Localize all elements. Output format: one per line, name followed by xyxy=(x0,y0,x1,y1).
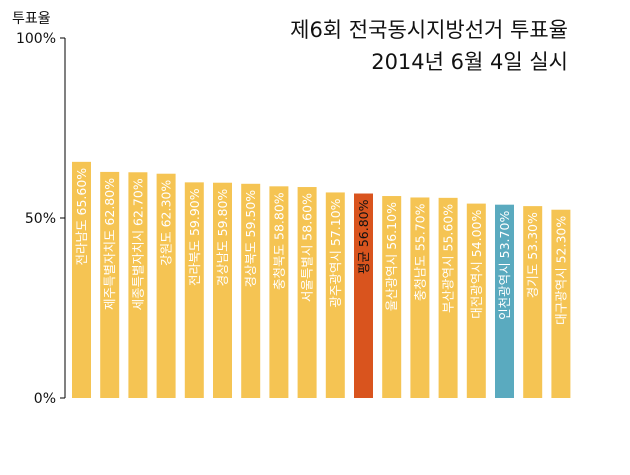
bar-12 xyxy=(382,196,402,398)
bar-label-5: 전라북도 59.90% xyxy=(187,188,202,286)
y-tick-label: 50% xyxy=(25,211,56,227)
y-tick-label: 0% xyxy=(34,391,56,407)
bar-label-9: 서울특별시 58.60% xyxy=(300,193,315,302)
bar-2 xyxy=(100,171,120,398)
bar-18 xyxy=(551,209,571,398)
bar-7 xyxy=(241,183,261,398)
bar-13 xyxy=(410,197,430,398)
bar-11 xyxy=(354,193,373,398)
bar-label-4: 강원도 62.30% xyxy=(159,180,174,266)
bar-label-10: 광주광역시 57.10% xyxy=(328,198,343,307)
bar-14 xyxy=(438,197,458,398)
bar-15 xyxy=(466,203,486,398)
chart-title-line-2: 2014년 6월 4일 실시 xyxy=(371,50,568,74)
bar-9 xyxy=(297,187,317,398)
bar-1 xyxy=(72,161,91,398)
chart-title-line-1: 제6회 전국동시지방선거 투표율 xyxy=(290,18,568,42)
y-tick-label: 100% xyxy=(16,31,56,47)
bar-label-3: 세종특별자치시 62.70% xyxy=(130,178,145,310)
bar-label-12: 울산광역시 56.10% xyxy=(384,202,399,311)
bar-label-7: 경상북도 59.50% xyxy=(243,190,258,288)
bar-label-6: 경상남도 59.80% xyxy=(215,189,230,287)
bar-10 xyxy=(325,192,345,398)
bar-5 xyxy=(184,182,204,398)
bar-label-16: 인천광역시 53.70% xyxy=(497,211,512,320)
y-axis-label: 투표율 xyxy=(12,11,51,27)
bar-label-15: 대전광역시 54.00% xyxy=(469,209,484,318)
bar-label-8: 충청북도 58.80% xyxy=(271,192,286,290)
bar-8 xyxy=(269,186,289,398)
bar-4 xyxy=(156,173,176,398)
bar-17 xyxy=(523,206,543,398)
bar-16 xyxy=(495,204,514,398)
bar-label-2: 제주특별자치도 62.80% xyxy=(102,178,117,310)
bar-label-13: 충청남도 55.70% xyxy=(412,203,427,301)
bar-6 xyxy=(213,182,232,398)
bar-label-11: 평균 56.80% xyxy=(356,199,371,274)
bar-label-18: 대구광역시 52.30% xyxy=(553,216,568,325)
bar-label-17: 경기도 53.30% xyxy=(525,212,540,298)
bar-label-1: 전라남도 65.60% xyxy=(74,168,89,266)
bar-label-14: 부산광역시 55.60% xyxy=(441,204,456,313)
bar-3 xyxy=(128,172,148,398)
